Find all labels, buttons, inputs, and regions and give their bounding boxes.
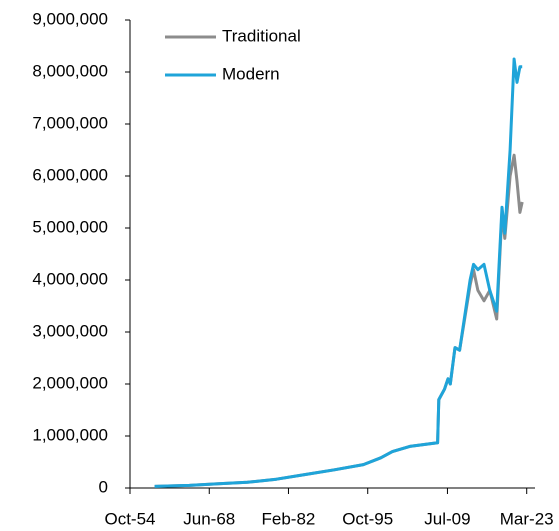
series-line — [154, 153, 524, 488]
y-tick-label: 3,000,000 — [32, 321, 108, 340]
y-tick-label: 8,000,000 — [32, 61, 108, 80]
y-tick-label: 9,000,000 — [32, 9, 108, 28]
y-tick-label: 4,000,000 — [32, 269, 108, 288]
y-tick-label: 1,000,000 — [32, 425, 108, 444]
x-tick-label: Jul-09 — [424, 509, 470, 528]
x-tick-label: Jun-68 — [183, 509, 235, 528]
y-tick-label: 5,000,000 — [32, 217, 108, 236]
legend-label: Traditional — [222, 26, 301, 45]
x-tick-label: Oct-54 — [104, 509, 155, 528]
y-tick-label: 6,000,000 — [32, 165, 108, 184]
legend-label: Modern — [222, 64, 280, 83]
y-tick-label: 7,000,000 — [32, 113, 108, 132]
y-tick-label: 0 — [99, 477, 108, 496]
x-tick-label: Feb-82 — [262, 509, 316, 528]
y-tick-label: 2,000,000 — [32, 373, 108, 392]
series-line — [154, 57, 523, 488]
x-tick-label: Oct-95 — [342, 509, 393, 528]
x-tick-label: Mar-23 — [500, 509, 554, 528]
